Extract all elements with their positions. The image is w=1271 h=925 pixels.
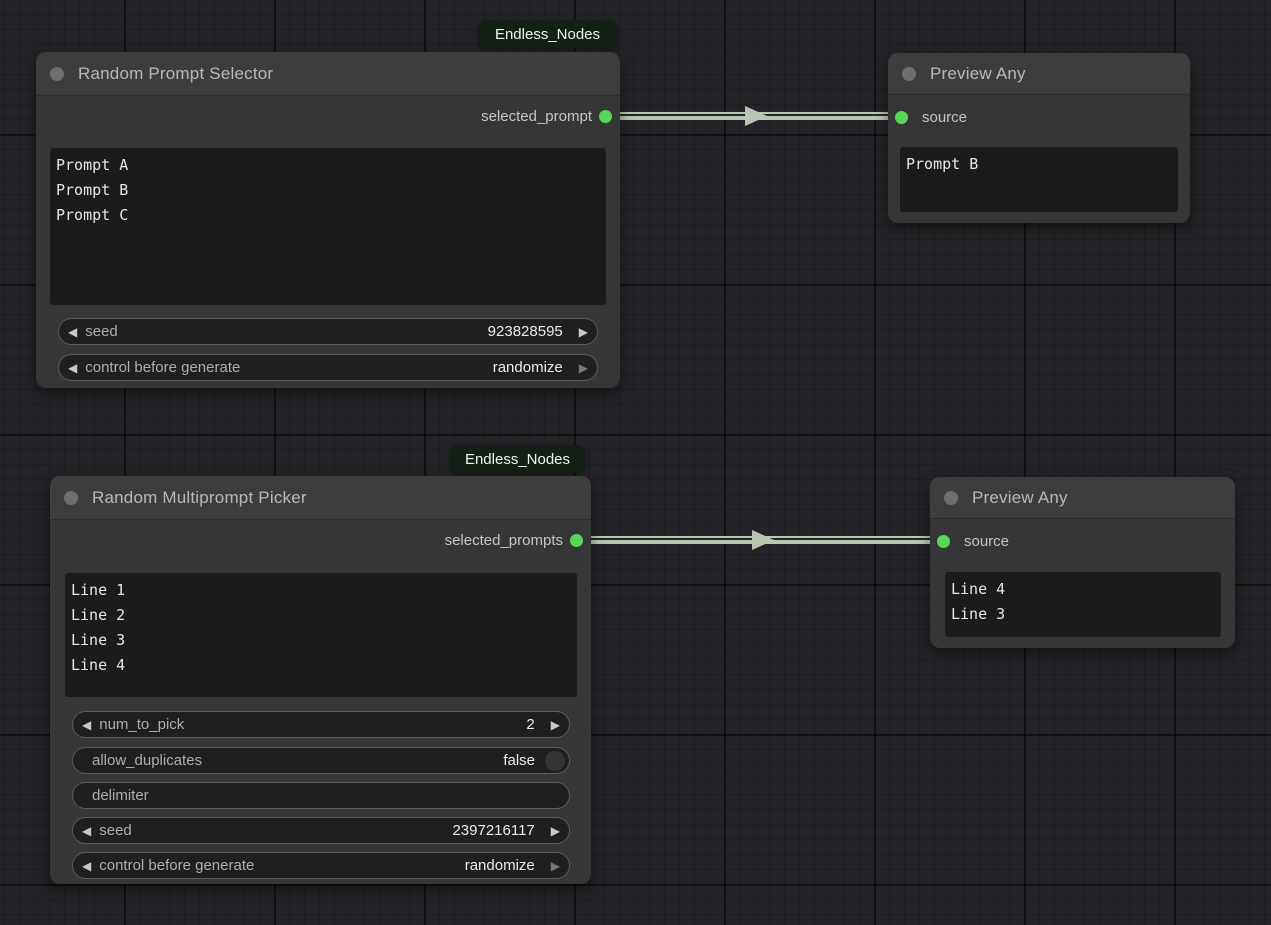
increment-arrow-icon[interactable]: ▶	[550, 823, 560, 838]
widget-control-before-generate[interactable]: ◀ control before generate randomize ▶	[72, 852, 570, 879]
widget-value[interactable]: false	[503, 752, 535, 769]
node-preview-any-bottom[interactable]: Preview Any source Line 4 Line 3	[930, 477, 1235, 648]
node-title-bar[interactable]: Random Multiprompt Picker	[50, 476, 591, 520]
widget-control-before-generate[interactable]: ◀ control before generate randomize ▶	[58, 354, 598, 381]
link-selected-prompts-to-source	[582, 530, 940, 550]
widget-delimiter[interactable]: delimiter	[72, 782, 570, 809]
link-selected-prompt-to-source	[612, 106, 898, 126]
widget-label: delimiter	[92, 787, 149, 804]
output-slot-label: selected_prompts	[444, 531, 563, 549]
output-slot-dot[interactable]	[570, 533, 583, 547]
decrement-arrow-icon[interactable]: ◀	[82, 717, 92, 732]
decrement-arrow-icon[interactable]: ◀	[68, 324, 78, 339]
decrement-arrow-icon[interactable]: ◀	[82, 823, 92, 838]
node-title-bar[interactable]: Random Prompt Selector	[36, 52, 620, 96]
collapse-dot-icon[interactable]	[64, 490, 78, 505]
input-slot-dot[interactable]	[937, 534, 950, 548]
input-slot-label: source	[922, 108, 968, 126]
group-badge-endless-nodes-top: Endless_Nodes	[478, 20, 617, 48]
node-random-multiprompt-picker[interactable]: Random Multiprompt Picker selected_promp…	[50, 476, 591, 884]
node-title: Preview Any	[930, 63, 1026, 83]
node-title: Random Prompt Selector	[78, 63, 274, 83]
lines-textarea[interactable]: Line 1 Line 2 Line 3 Line 4	[65, 573, 577, 697]
input-slot-label: source	[964, 532, 1010, 550]
collapse-dot-icon[interactable]	[944, 490, 958, 505]
node-random-prompt-selector[interactable]: Random Prompt Selector selected_prompt P…	[36, 52, 620, 388]
widget-label: seed	[99, 822, 132, 839]
group-badge-endless-nodes-bottom: Endless_Nodes	[450, 445, 585, 473]
increment-arrow-icon[interactable]: ▶	[578, 324, 588, 339]
node-title-bar[interactable]: Preview Any	[888, 53, 1190, 95]
output-slot-label: selected_prompt	[481, 107, 592, 125]
output-slot-selected-prompts: selected_prompts	[50, 527, 591, 553]
widget-label: control before generate	[99, 857, 255, 874]
widget-seed[interactable]: ◀ seed 923828595 ▶	[58, 318, 598, 345]
widget-value[interactable]: randomize	[464, 857, 535, 874]
widget-value[interactable]: randomize	[492, 359, 563, 376]
widget-value[interactable]: 923828595	[487, 323, 563, 340]
input-slot-source: source	[930, 528, 1235, 554]
node-title: Random Multiprompt Picker	[92, 487, 307, 507]
widget-seed[interactable]: ◀ seed 2397216117 ▶	[72, 817, 570, 844]
toggle-knob-icon[interactable]	[545, 750, 565, 771]
node-title: Preview Any	[972, 487, 1068, 507]
collapse-dot-icon[interactable]	[50, 66, 64, 81]
input-slot-dot[interactable]	[895, 110, 908, 124]
widget-label: seed	[85, 323, 118, 340]
preview-output-text: Prompt B	[900, 147, 1178, 212]
widget-label: control before generate	[85, 359, 241, 376]
widget-allow-duplicates[interactable]: allow_duplicates false	[72, 747, 570, 774]
prev-option-arrow-icon[interactable]: ◀	[82, 858, 92, 873]
widget-num-to-pick[interactable]: ◀ num_to_pick 2 ▶	[72, 711, 570, 738]
next-option-arrow-icon[interactable]: ▶	[578, 360, 588, 375]
node-preview-any-top[interactable]: Preview Any source Prompt B	[888, 53, 1190, 223]
input-slot-source: source	[888, 104, 1190, 130]
node-title-bar[interactable]: Preview Any	[930, 477, 1235, 519]
prompts-textarea[interactable]: Prompt A Prompt B Prompt C	[50, 148, 606, 305]
widget-label: num_to_pick	[99, 716, 185, 733]
next-option-arrow-icon[interactable]: ▶	[550, 858, 560, 873]
prev-option-arrow-icon[interactable]: ◀	[68, 360, 78, 375]
widget-value[interactable]: 2	[526, 716, 535, 733]
collapse-dot-icon[interactable]	[902, 66, 916, 81]
output-slot-selected-prompt: selected_prompt	[36, 103, 620, 129]
preview-output-text: Line 4 Line 3	[945, 572, 1221, 637]
widget-label: allow_duplicates	[92, 752, 203, 769]
increment-arrow-icon[interactable]: ▶	[550, 717, 560, 732]
widget-value[interactable]: 2397216117	[452, 822, 535, 839]
output-slot-dot[interactable]	[599, 109, 612, 123]
